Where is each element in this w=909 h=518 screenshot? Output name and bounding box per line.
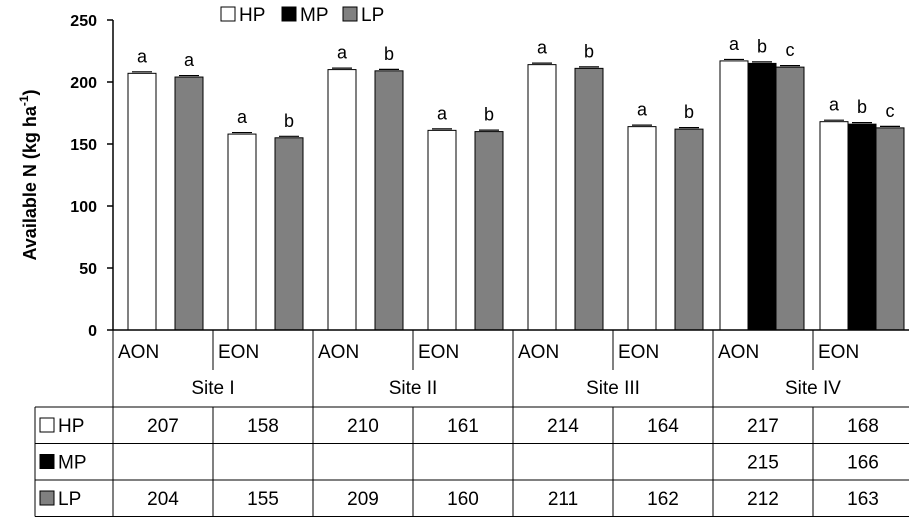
significance-label: c [786,40,795,60]
table-row-label: MP [58,453,87,474]
significance-label: a [537,38,548,58]
category-label: EON [618,342,659,363]
y-axis-title-main: Available N (kg ha [20,105,40,260]
bar-mp [847,123,877,331]
table-row-label: LP [58,489,81,510]
table-cell-value: 158 [247,416,279,437]
table-cell-value: 161 [447,416,479,437]
table-row-label: HP [58,416,84,437]
category-label: AON [518,342,559,363]
significance-label: a [829,95,840,115]
bar-mp [747,62,777,331]
table-cell-value: 215 [747,453,779,474]
table-cell-value: 212 [747,489,779,510]
bar-hp [819,121,849,331]
bar-lp [474,131,504,331]
y-tick-label: 50 [79,261,97,278]
significance-label: a [729,34,740,54]
bar-lp [174,76,204,331]
significance-label: a [237,107,248,127]
table-cell-value: 214 [547,416,579,437]
site-label: Site I [191,378,234,399]
significance-label: b [284,111,294,131]
legend-label-mp: MP [300,5,329,26]
significance-label: b [584,41,594,61]
y-axis-title-close: ) [20,89,40,95]
y-axis-title-superscript: -1 [17,95,31,106]
bar-hp [719,60,749,331]
table-cell-value: 168 [847,416,879,437]
table-swatch-lp [39,490,55,506]
bar-hp [427,129,457,331]
y-axis-title: Available N (kg ha-1) [17,89,40,260]
y-tick-label: 250 [70,13,97,30]
bar-lp [875,127,905,331]
bar-lp [274,137,304,331]
y-tick-label: 100 [70,199,97,216]
bar-hp [327,69,357,331]
table-swatch-mp [39,454,55,469]
legend-swatch-lp [342,6,358,22]
table-cell-value: 163 [847,489,879,510]
significance-label: a [637,100,648,120]
bar-lp [674,128,704,331]
table-cell-value: 155 [247,489,279,510]
bar-hp [127,72,157,331]
y-tick-label: 200 [70,75,97,92]
significance-label: a [184,50,195,70]
table-cell-value: 207 [147,416,179,437]
significance-label: c [886,101,895,121]
bar-lp [574,67,604,331]
category-label: AON [718,342,759,363]
legend-swatch-hp [220,6,236,22]
table-cell-value: 211 [548,489,578,510]
site-label: Site III [586,378,640,399]
significance-label: b [384,44,394,64]
significance-label: a [337,43,348,63]
bar-hp [627,126,657,331]
legend-label-lp: LP [361,5,384,26]
bar-hp [227,133,257,331]
table-cell-value: 164 [647,416,679,437]
y-tick-label: 150 [70,137,97,154]
table-cell-value: 160 [447,489,479,510]
category-label: AON [118,342,159,363]
table-cell-value: 162 [647,489,679,510]
category-label: EON [818,342,859,363]
table-cell-value: 210 [347,416,379,437]
bar-hp [527,64,557,331]
site-label: Site IV [785,378,841,399]
significance-label: b [857,97,867,117]
table-cell-value: 204 [147,489,179,510]
y-tick-label: 0 [88,323,97,340]
table-swatch-hp [39,417,55,433]
table-cell-value: 209 [347,489,379,510]
bar-lp [374,70,404,331]
category-label: AON [318,342,359,363]
legend-label-hp: HP [239,5,265,26]
legend-swatch-mp [281,6,297,22]
significance-label: b [684,102,694,122]
category-label: EON [418,342,459,363]
significance-label: a [137,46,148,66]
site-label: Site II [389,378,438,399]
significance-label: b [484,105,494,125]
bar-lp [775,66,805,331]
significance-label: b [757,36,767,56]
significance-label: a [437,103,448,123]
category-label: EON [218,342,259,363]
table-cell-value: 217 [747,416,779,437]
table-cell-value: 166 [847,453,879,474]
